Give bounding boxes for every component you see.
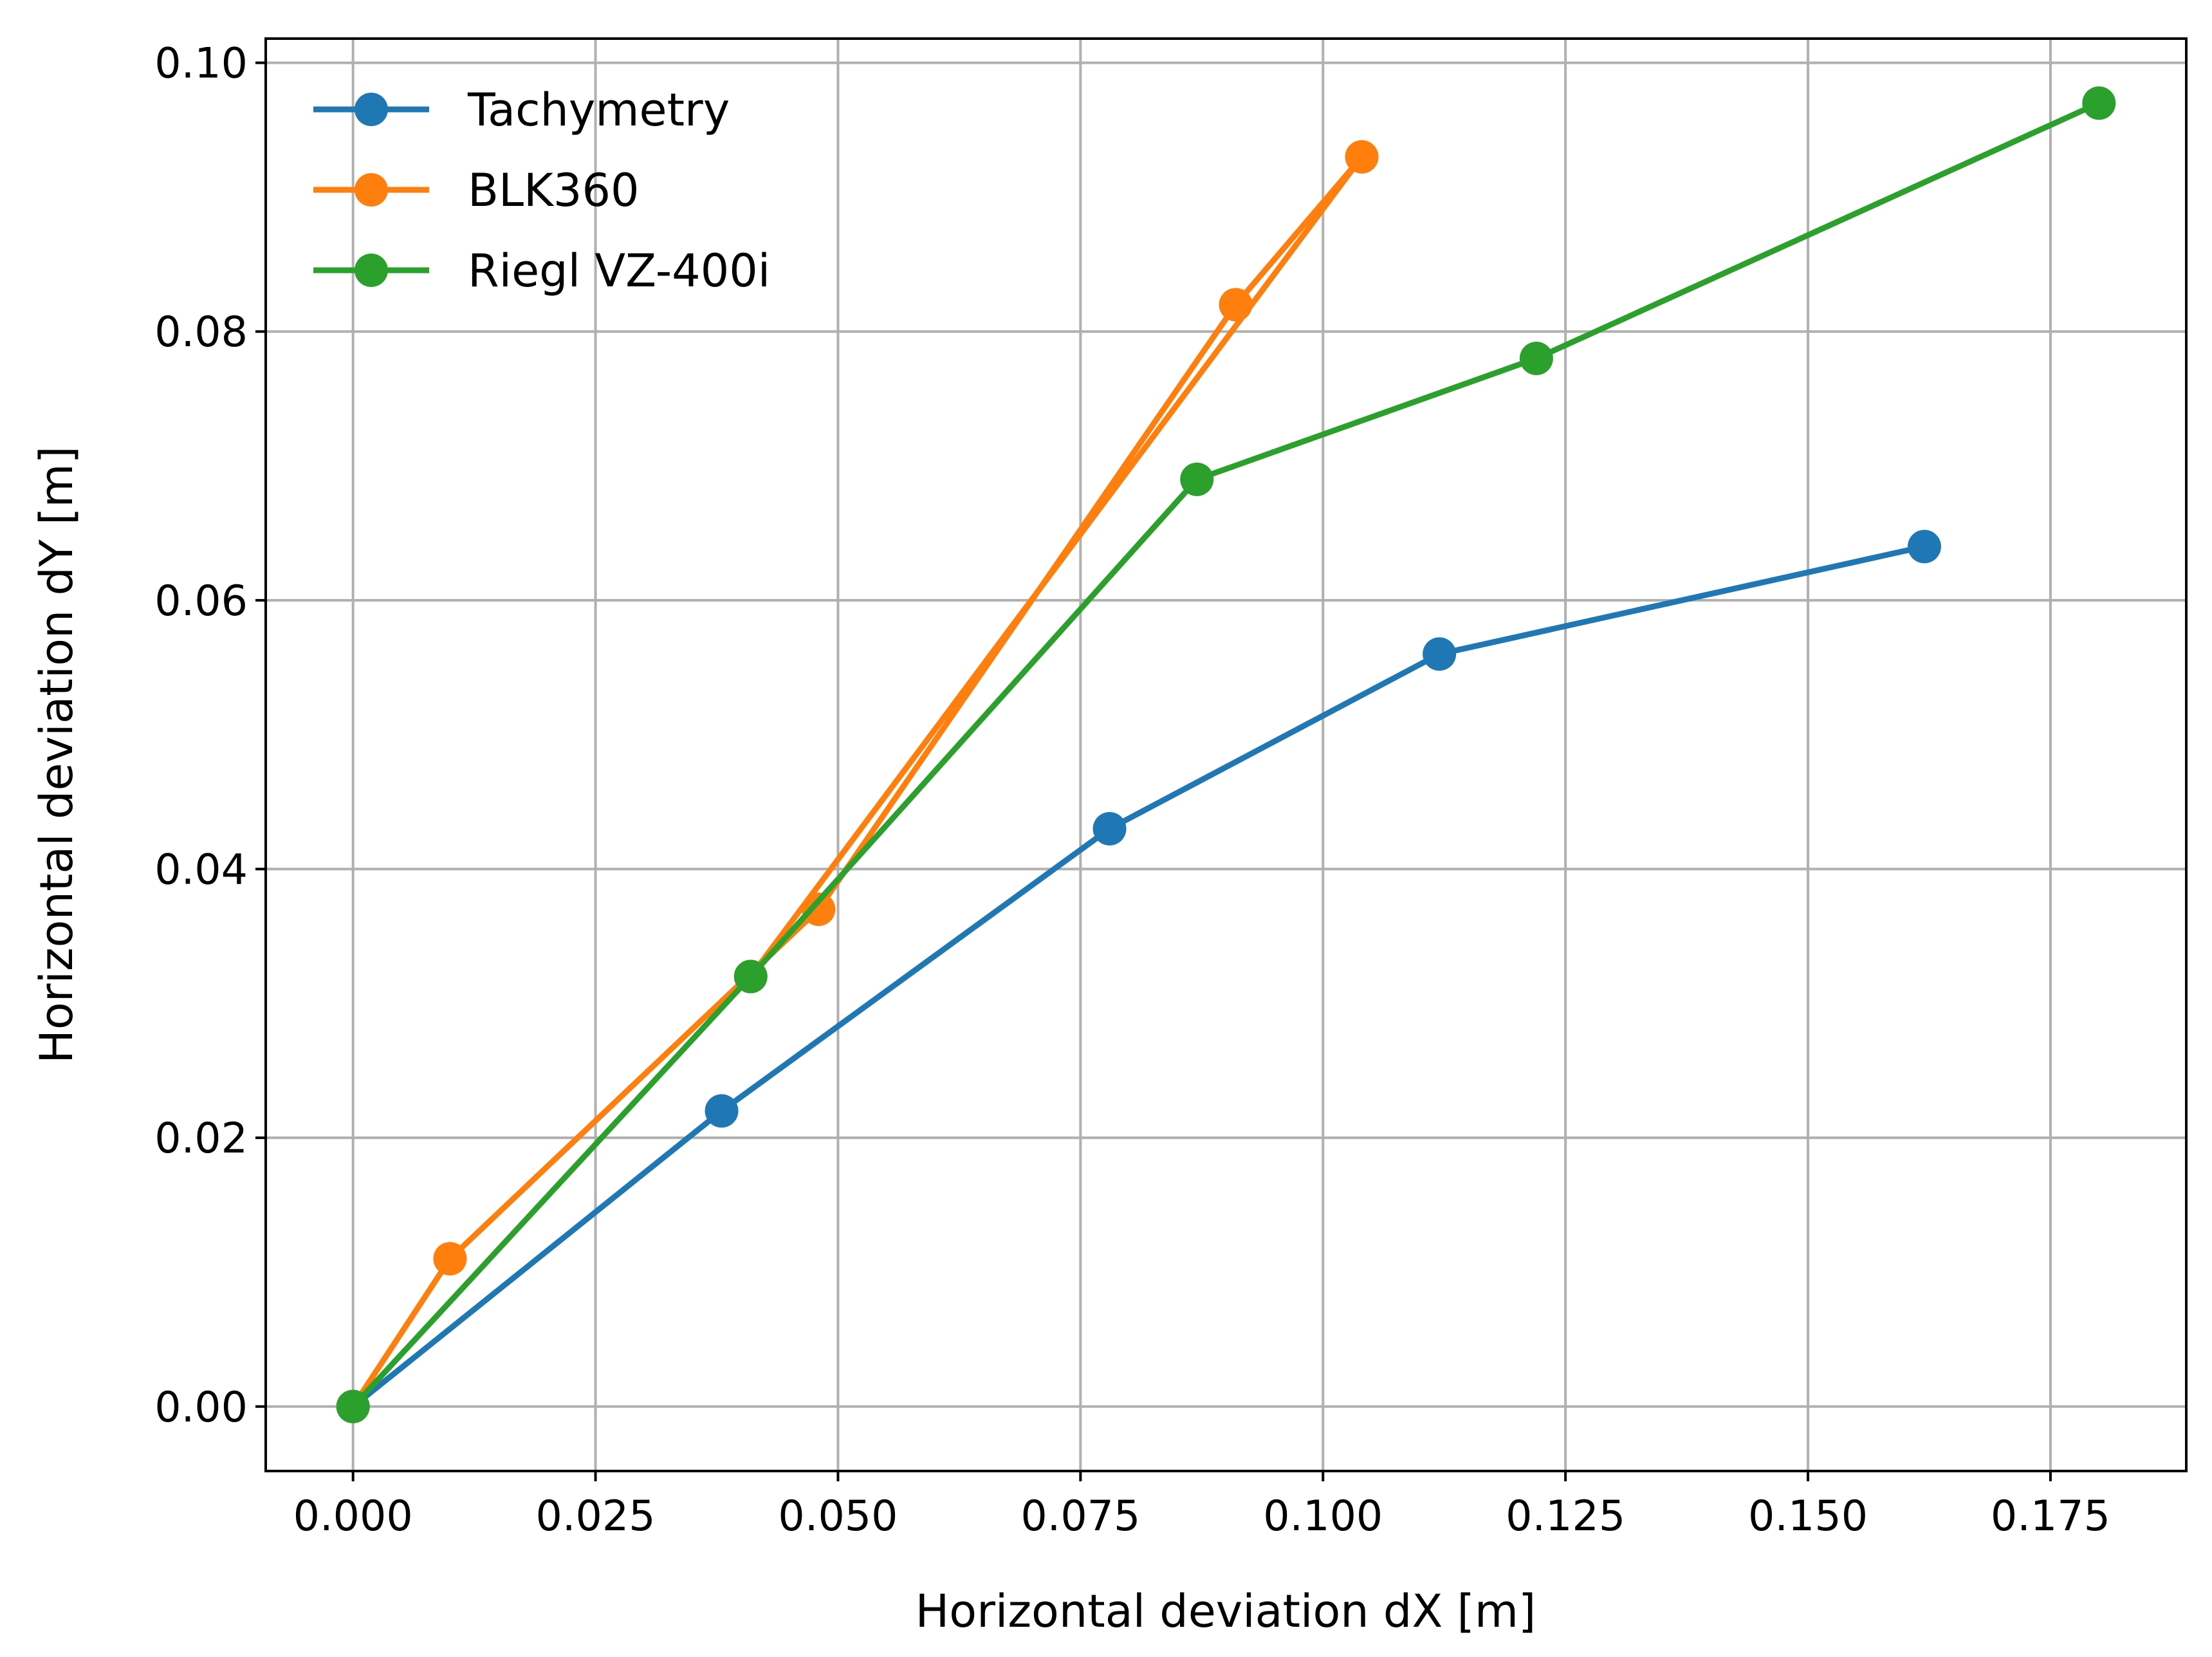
data-point [733,959,768,994]
y-tick-label: 0.02 [154,1115,248,1163]
x-tick-label: 0.125 [1506,1492,1625,1541]
x-tick-label: 0.075 [1020,1492,1140,1541]
x-axis-label: Horizontal deviation dX [m] [916,1585,1536,1638]
data-point [2082,86,2116,120]
x-tick-label: 0.000 [293,1492,413,1541]
legend-item: BLK360 [313,164,640,217]
legend-label: Tachymetry [467,84,730,136]
data-point [1180,462,1214,496]
y-tick-label: 0.00 [154,1384,248,1432]
legend-item: Riegl VZ-400i [313,245,770,297]
series-lines [336,86,2116,1423]
data-point [336,1389,370,1423]
data-point [1423,637,1457,671]
x-tick-label: 0.050 [778,1492,898,1541]
x-tick-label: 0.150 [1748,1492,1868,1541]
series-line [350,154,1365,1409]
legend: Tachymetry BLK360 Riegl VZ-400i [313,84,770,297]
data-point [705,1094,739,1128]
legend-item: Tachymetry [313,84,730,136]
y-tick-label: 0.08 [154,308,248,356]
grid-lines [266,39,2186,1471]
y-axis-label: Horizontal deviation dY [m] [30,446,83,1064]
y-tick-label: 0.04 [154,846,248,894]
x-tick-label: 0.025 [536,1492,656,1541]
y-tick-label: 0.10 [154,40,248,88]
data-point [433,1242,467,1276]
axis-ticks: 0.000 0.025 0.050 0.075 0.100 0.125 0.150 0.175… [154,40,2110,1541]
data-point [1519,341,1553,375]
series-group [336,86,2116,1423]
data-point [1219,288,1253,322]
legend-label: BLK360 [468,164,640,217]
data-point [1345,140,1379,174]
legend-marker [355,254,388,287]
x-tick-label: 0.100 [1263,1492,1383,1541]
x-tick-label: 0.175 [1991,1492,2110,1541]
plot-frame [264,37,2188,1472]
data-point [1907,530,1941,564]
legend-marker [355,173,388,207]
y-tick-label: 0.06 [154,577,248,625]
legend-label: Riegl VZ-400i [468,245,770,297]
data-point [1092,811,1127,846]
data-point [802,893,836,927]
legend-marker [355,93,388,126]
